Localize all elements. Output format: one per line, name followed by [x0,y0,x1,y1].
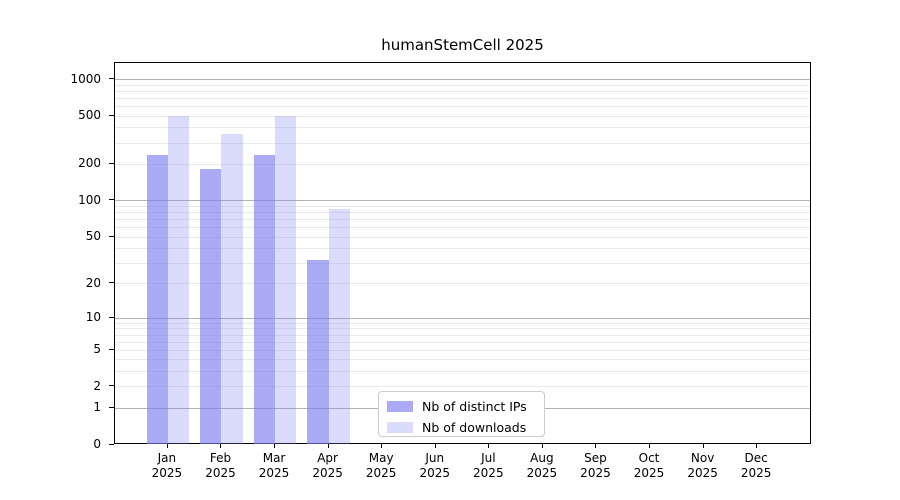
bar-nb-of-distinct-ips-mar [253,154,276,444]
bar-nb-of-downloads-mar [275,116,297,444]
plot-area [114,62,811,444]
gridline-y-80 [115,212,810,214]
y-tick-label-2: 2 [93,378,101,393]
y-tick-mark-20 [109,282,114,284]
gridline-y-2 [115,386,810,388]
x-tick-mark-jul [488,444,490,448]
gridline-y-40 [115,248,810,250]
x-tick-label-aug: Aug 2025 [526,451,558,480]
bar-nb-of-distinct-ips-jan [146,154,168,444]
y-tick-label-1: 1 [93,400,101,415]
x-tick-mark-dec [756,444,758,448]
chart-title: humanStemCell 2025 [381,36,544,54]
legend: Nb of distinct IPs Nb of downloads [378,391,545,437]
legend-label-nb-of-downloads: Nb of downloads [422,419,527,435]
gridline-y-400 [115,127,810,129]
gridline-y-500 [115,115,810,117]
y-tick-mark-1000 [109,78,114,80]
y-tick-label-20: 20 [85,275,101,290]
legend-label-nb-of-distinct-ips: Nb of distinct IPs [422,398,527,414]
x-tick-label-oct: Oct 2025 [633,451,665,480]
bar-nb-of-distinct-ips-apr [307,260,329,444]
gridline-y-90 [115,205,810,207]
x-tick-mark-jun [434,444,436,448]
x-tick-label-may: May 2025 [365,451,397,480]
x-tick-label-jan: Jan 2025 [151,451,183,480]
y-tick-label-200: 200 [78,156,101,171]
x-tick-label-mar: Mar 2025 [258,451,290,480]
y-tick-label-10: 10 [85,310,101,325]
gridline-y-300 [115,142,810,144]
y-tick-mark-100 [109,199,114,201]
x-tick-mark-sep [595,444,597,448]
gridline-y-7 [115,334,810,336]
gridline-y-600 [115,106,810,108]
gridline-y-30 [115,262,810,264]
gridline-y-5 [115,349,810,351]
x-tick-label-dec: Dec 2025 [740,451,772,480]
x-tick-label-jun: Jun 2025 [419,451,451,480]
legend-entry-nb-of-downloads: Nb of downloads [387,418,544,436]
bar-nb-of-downloads-jan [167,116,190,444]
x-tick-label-nov: Nov 2025 [687,451,718,480]
x-tick-mark-nov [702,444,704,448]
gridline-y-900 [115,84,810,86]
x-tick-mark-feb [220,444,222,448]
y-tick-mark-200 [109,162,114,164]
bar-nb-of-distinct-ips-feb [200,168,222,444]
gridline-y-10 [115,317,810,319]
y-tick-label-100: 100 [78,192,101,207]
gridline-y-4 [115,359,810,361]
gridline-y-60 [115,227,810,229]
x-tick-mark-mar [274,444,276,448]
y-tick-mark-500 [109,114,114,116]
y-tick-mark-10 [109,316,114,318]
gridline-y-20 [115,283,810,285]
gridline-y-70 [115,219,810,221]
x-tick-mark-oct [649,444,651,448]
y-tick-mark-2 [109,385,114,387]
y-tick-label-5: 5 [93,342,101,357]
legend-swatch-nb-of-distinct-ips [387,400,413,412]
bar-nb-of-downloads-feb [221,134,243,444]
bar-nb-of-downloads-apr [328,209,350,444]
y-tick-label-500: 500 [78,108,101,123]
gridline-y-8 [115,328,810,330]
legend-entry-nb-of-distinct-ips: Nb of distinct IPs [387,397,544,415]
x-tick-mark-jan [166,444,168,448]
gridline-y-3 [115,371,810,373]
gridline-y-50 [115,236,810,238]
gridline-y-800 [115,90,810,92]
x-tick-label-feb: Feb 2025 [205,451,236,480]
gridline-y-100 [115,200,810,202]
y-tick-label-0: 0 [93,437,101,451]
gridline-y-6 [115,341,810,343]
x-tick-label-apr: Apr 2025 [312,451,343,480]
gridline-y-9 [115,322,810,324]
y-tick-mark-1 [109,406,114,408]
x-tick-mark-apr [327,444,329,448]
gridline-y-1000 [115,79,810,81]
y-tick-mark-0 [109,443,114,445]
y-tick-mark-5 [109,348,114,350]
x-tick-label-jul: Jul 2025 [473,451,504,480]
y-tick-mark-50 [109,235,114,237]
y-tick-label-50: 50 [85,229,101,244]
x-tick-mark-aug [541,444,543,448]
x-tick-label-sep: Sep 2025 [580,451,611,480]
legend-swatch-nb-of-downloads [387,421,413,433]
gridline-y-200 [115,163,810,165]
y-tick-label-1000: 1000 [70,71,101,86]
x-tick-mark-may [381,444,383,448]
gridline-y-700 [115,97,810,99]
